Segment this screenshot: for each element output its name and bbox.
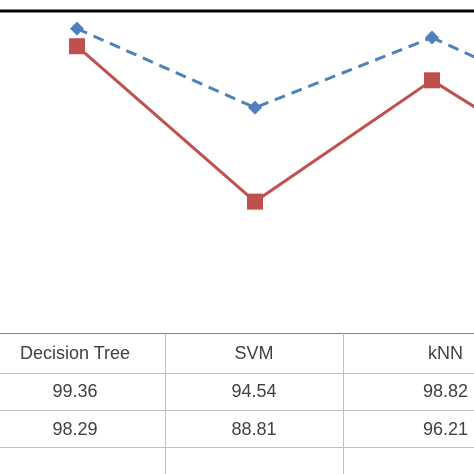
table-cell: 88.81 — [231, 419, 277, 439]
data-table: Decision Tree SVM kNN 99.36 94.54 98.82 … — [0, 333, 474, 474]
table-cell: 99.36 — [52, 381, 98, 401]
table-cell: 96.21 — [422, 419, 469, 439]
line-chart — [0, 9, 474, 210]
series-line-0 — [76, 27, 433, 110]
table-header-knn: kNN — [428, 343, 463, 363]
series-0-point-0 — [70, 21, 84, 36]
table-header-decision-tree: Decision Tree — [19, 343, 131, 363]
table-cell: 98.82 — [422, 381, 469, 401]
table-grid — [0, 333, 474, 474]
series-line-continuation-0 — [431, 36, 474, 59]
series-1-point-2 — [424, 72, 440, 89]
series-line-1 — [76, 45, 433, 204]
table-header-svm: SVM — [234, 343, 274, 363]
table-cell: 94.54 — [231, 381, 277, 401]
table-cell: 98.29 — [52, 419, 98, 439]
series-0-point-2 — [425, 30, 439, 45]
series-0-point-1 — [248, 100, 262, 115]
series-1-point-1 — [247, 193, 263, 210]
series-layer — [69, 21, 474, 210]
series-1-point-0 — [69, 38, 85, 55]
